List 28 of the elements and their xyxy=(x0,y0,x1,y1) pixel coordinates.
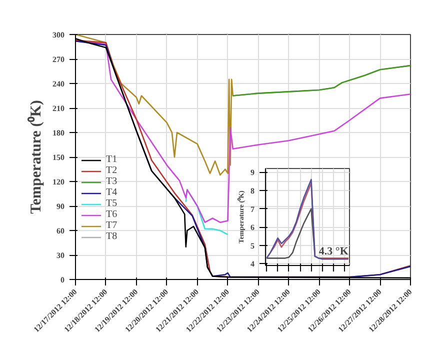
y-tick-label: 120 xyxy=(52,178,64,186)
y-tick-label: 30 xyxy=(56,251,64,260)
y-tick-label: 8 xyxy=(250,186,254,196)
annotation: 4.3 °K xyxy=(318,245,349,258)
y-tick-label: 300 xyxy=(52,30,64,40)
legend-label: T2 xyxy=(106,165,118,176)
y-tick-label: 6 xyxy=(250,223,254,232)
y-tick-label: 9 xyxy=(250,168,254,178)
y-tick-label: 150 xyxy=(52,153,64,162)
y-tick-label: 4 xyxy=(250,260,254,269)
legend-label: T7 xyxy=(106,220,118,231)
legend-label: T3 xyxy=(106,176,118,187)
y-tick-label: 5 xyxy=(250,241,254,250)
legend-label: T1 xyxy=(106,154,118,165)
y-tick-label: 60 xyxy=(56,226,64,236)
y-tick-label: 7 xyxy=(250,204,254,214)
legend-label: T4 xyxy=(106,187,118,198)
y-tick-label: 0 xyxy=(60,276,64,284)
y-tick-label: 270 xyxy=(52,55,64,64)
legend-label: T8 xyxy=(106,231,118,242)
y-tick-label: 180 xyxy=(52,128,64,138)
line-series xyxy=(232,64,410,96)
legend-label: T6 xyxy=(106,209,118,220)
y-axis-title: Temperature (⁰K) xyxy=(26,100,44,214)
y-tick-label: 90 xyxy=(56,202,64,211)
legend-label: T5 xyxy=(106,198,118,209)
y-tick-label: 210 xyxy=(52,104,64,113)
y-tick-label: 240 xyxy=(52,80,64,88)
